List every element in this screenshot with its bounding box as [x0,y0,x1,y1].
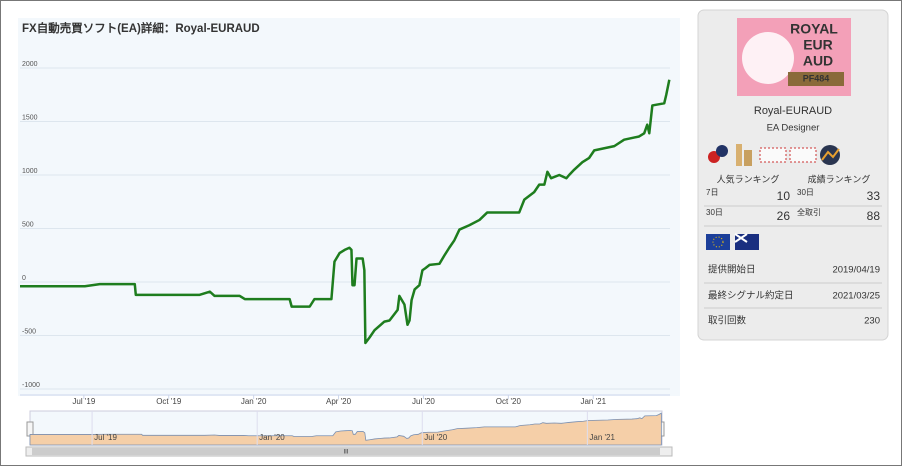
info-value: 2019/04/19 [832,265,880,276]
logo-text: EUR [803,37,833,53]
x-tick-label: Jan '21 [580,397,606,406]
y-tick-label: 2000 [22,61,38,68]
flag-eu [706,234,730,250]
logo-text: AUD [803,53,833,69]
navigator-handle-left[interactable] [26,421,34,437]
x-tick-label: Apr '20 [326,397,352,406]
ranking-period: 7日 [706,188,718,197]
ranking-value: 26 [777,209,791,223]
info-value: 2021/03/25 [832,291,880,302]
navigator-area [29,412,662,446]
ranking-value: 10 [777,189,791,203]
navigator-tick-label: Jul '20 [424,433,447,442]
info-label: 取引回数 [708,315,747,327]
ranking-period: 30日 [706,208,723,217]
x-tick-label: Jul '19 [72,397,95,406]
flag-eu-stars [712,236,724,248]
info-label: 最終シグナル約定日 [708,290,794,302]
ranking-value: 33 [867,189,881,203]
y-tick-label: -500 [22,328,36,335]
chart-title: FX自動売買ソフト(EA)詳細：Royal-EURAUD [22,21,260,35]
ranking-period: 全取引 [797,207,821,217]
logo-plate [788,72,844,86]
logo-text: ROYAL [790,21,838,37]
info-value: 230 [864,316,880,327]
logo-lion [742,32,794,84]
flag-au-jack [734,233,748,243]
icons [708,144,840,166]
x-tick-label: Oct '19 [156,397,182,406]
navigator-tick-label: Jul '19 [94,433,117,442]
ranking-value: 88 [867,209,881,223]
x-tick-label: Jan '20 [241,397,267,406]
data-line [20,79,671,345]
y-tick-label: -1000 [22,382,40,389]
navigator-tick-label: Jan '21 [589,433,615,442]
plot-background [18,18,680,396]
scrollbar-thumb[interactable] [32,448,660,455]
x-tick-label: Oct '20 [496,397,522,406]
y-tick-label: 1000 [22,168,38,175]
navigator-tick-label: Jan '20 [259,433,285,442]
ea-name[interactable]: Royal-EURAUD [754,105,832,117]
ranking-label: 成績ランキング [808,173,871,184]
ea-role: EA Designer [767,123,820,134]
y-tick-label: 0 [22,275,26,282]
scrollbar-grip: III [343,450,348,456]
ranking-period: 30日 [797,188,814,197]
ranking-label: 人気ランキング [717,173,780,184]
y-tick-label: 1500 [22,114,38,121]
x-tick-label: Jul '20 [412,397,435,406]
logo-text: PF484 [803,73,830,83]
y-tick-label: 500 [22,221,34,228]
info-label: 提供開始日 [708,264,756,276]
